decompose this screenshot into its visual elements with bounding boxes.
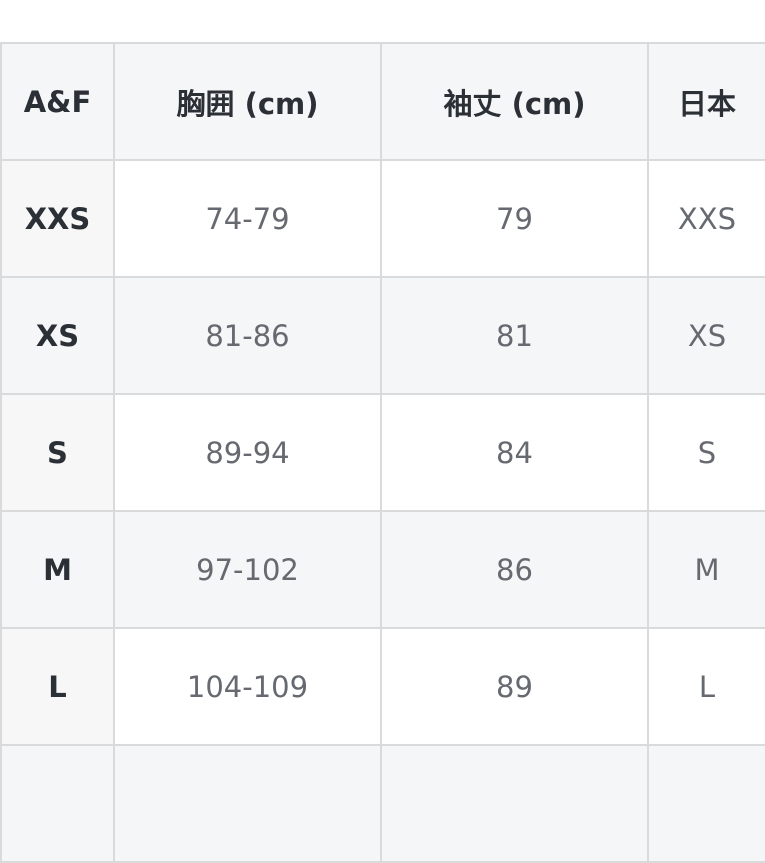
cell-sleeve: 81 <box>380 276 649 395</box>
table-row <box>0 744 765 863</box>
size-table: A&F 胸囲 (cm) 袖丈 (cm) 日本 XXS 74-79 79 XXS XS 81… <box>0 42 765 863</box>
cell-chest: 81-86 <box>113 276 382 395</box>
header-japan: 日本 <box>647 42 765 161</box>
cell-chest: 74-79 <box>113 159 382 278</box>
table-row: L 104-109 89 L <box>0 627 765 746</box>
cell-size <box>0 744 115 863</box>
cell-sleeve: 86 <box>380 510 649 629</box>
cell-sleeve: 79 <box>380 159 649 278</box>
cell-size: XS <box>0 276 115 395</box>
table-row: XXS 74-79 79 XXS <box>0 159 765 278</box>
cell-japan: S <box>647 393 765 512</box>
cell-japan <box>647 744 765 863</box>
cell-size: M <box>0 510 115 629</box>
cell-japan: M <box>647 510 765 629</box>
cell-sleeve <box>380 744 649 863</box>
cell-chest: 97-102 <box>113 510 382 629</box>
cell-size: XXS <box>0 159 115 278</box>
table-row: S 89-94 84 S <box>0 393 765 512</box>
table-row: XS 81-86 81 XS <box>0 276 765 395</box>
header-chest: 胸囲 (cm) <box>113 42 382 161</box>
cell-size: S <box>0 393 115 512</box>
table-row: M 97-102 86 M <box>0 510 765 629</box>
header-af: A&F <box>0 42 115 161</box>
cell-size: L <box>0 627 115 746</box>
header-sleeve: 袖丈 (cm) <box>380 42 649 161</box>
cell-japan: XS <box>647 276 765 395</box>
cell-chest <box>113 744 382 863</box>
cell-chest: 104-109 <box>113 627 382 746</box>
cell-japan: L <box>647 627 765 746</box>
cell-japan: XXS <box>647 159 765 278</box>
header-row: A&F 胸囲 (cm) 袖丈 (cm) 日本 <box>0 42 765 161</box>
cell-sleeve: 84 <box>380 393 649 512</box>
cell-chest: 89-94 <box>113 393 382 512</box>
cell-sleeve: 89 <box>380 627 649 746</box>
